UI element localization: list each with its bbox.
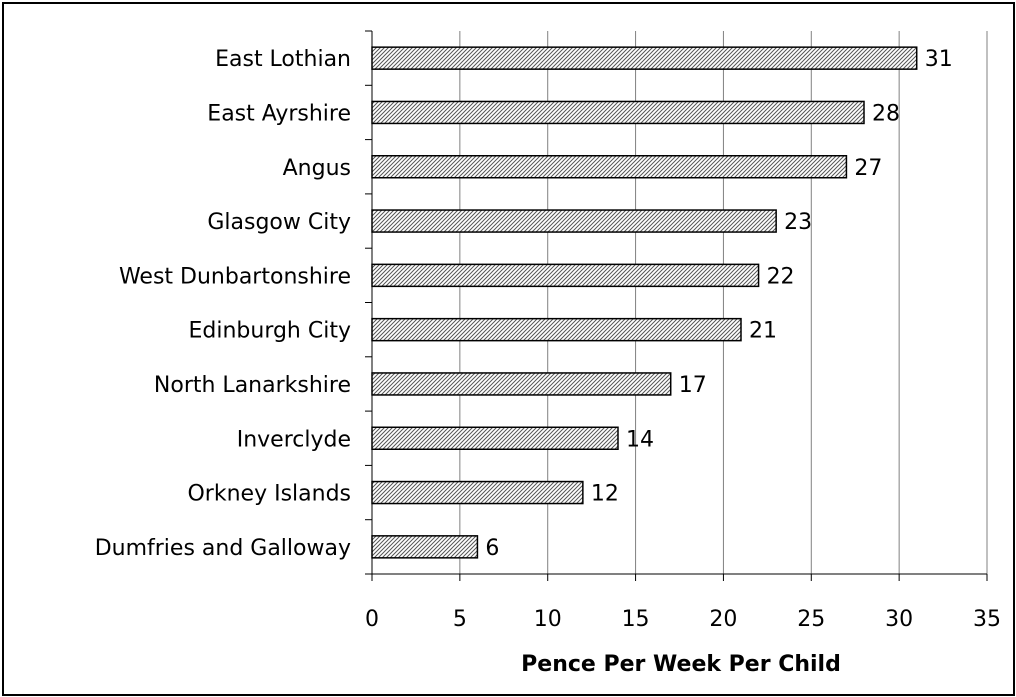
category-label: West Dunbartonshire — [119, 264, 351, 289]
x-tick-label: 0 — [365, 607, 379, 632]
bar — [371, 317, 742, 342]
bar — [371, 426, 619, 450]
data-label: 23 — [784, 210, 812, 235]
category-label: Edinburgh City — [188, 319, 351, 344]
axes — [365, 30, 988, 581]
data-label: 28 — [872, 101, 900, 126]
data-label: 6 — [485, 536, 499, 561]
x-tick-label: 30 — [885, 607, 913, 632]
category-label: Angus — [283, 156, 351, 181]
category-label: North Lanarkshire — [154, 373, 351, 398]
category-label: Orkney Islands — [187, 482, 351, 507]
category-label: Dumfries and Galloway — [95, 536, 351, 561]
x-tick-label: 35 — [973, 607, 1001, 632]
bar — [371, 263, 760, 288]
x-tick-label: 15 — [622, 607, 650, 632]
x-axis-title: Pence Per Week Per Child — [521, 652, 841, 677]
x-tick-label: 10 — [534, 607, 562, 632]
bar — [371, 372, 672, 396]
category-label: Glasgow City — [207, 210, 351, 235]
data-label: 17 — [679, 373, 707, 398]
data-label: 12 — [591, 482, 619, 507]
data-label: 27 — [854, 156, 882, 181]
bars — [371, 46, 918, 559]
category-label: East Ayrshire — [207, 101, 351, 126]
bar — [371, 100, 865, 125]
data-label: 14 — [626, 427, 654, 452]
x-tick-label: 20 — [709, 607, 737, 632]
bar — [371, 535, 479, 559]
bar — [371, 209, 777, 233]
bar — [371, 46, 918, 70]
category-label: Inverclyde — [237, 427, 351, 452]
data-label: 21 — [749, 319, 777, 344]
data-label: 31 — [925, 47, 953, 72]
bar — [371, 155, 848, 179]
x-tick-label: 25 — [797, 607, 825, 632]
bar-chart: 0 5 10 15 20 25 30 35 East Lothian 31 East Ayrshir… — [95, 30, 1001, 677]
bar — [371, 480, 584, 505]
category-label: East Lothian — [215, 47, 351, 72]
x-tick-label: 5 — [453, 607, 467, 632]
data-label: 22 — [767, 264, 795, 289]
labels: 0 5 10 15 20 25 30 35 East Lothian 31 East Ayrshir… — [95, 47, 1001, 632]
